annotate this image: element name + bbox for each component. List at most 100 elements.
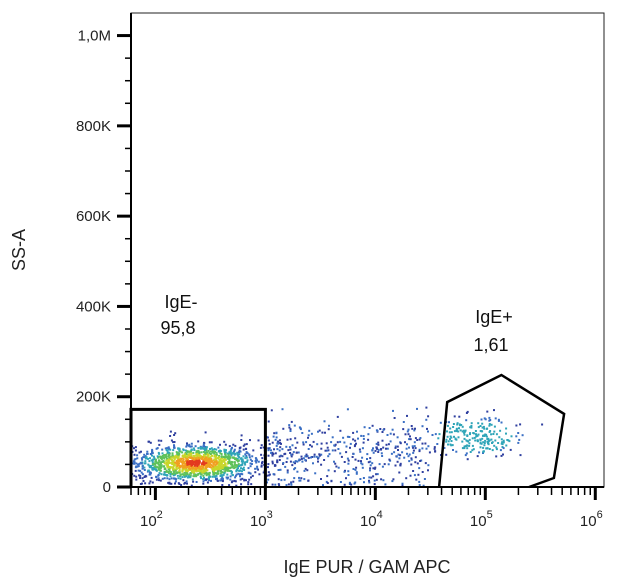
data-point <box>207 476 210 479</box>
data-point <box>184 449 187 452</box>
data-point <box>228 484 231 487</box>
data-point <box>159 469 162 472</box>
data-point <box>166 457 168 460</box>
data-point <box>488 448 491 450</box>
data-point <box>230 466 232 469</box>
data-point <box>362 477 365 479</box>
data-point <box>149 457 151 460</box>
data-point <box>491 449 494 452</box>
gate-ige-pos[interactable] <box>437 373 566 489</box>
data-point <box>200 471 203 474</box>
data-point <box>186 482 188 485</box>
data-point <box>452 423 455 425</box>
data-point <box>213 452 216 455</box>
data-point <box>471 449 474 452</box>
data-point <box>176 459 179 462</box>
data-point <box>167 455 170 458</box>
data-point <box>146 450 149 453</box>
data-point <box>164 455 167 458</box>
data-point <box>144 482 147 485</box>
data-point <box>133 458 136 461</box>
data-point <box>203 441 206 444</box>
data-point <box>229 461 232 464</box>
data-point <box>223 472 226 475</box>
data-point <box>181 463 184 466</box>
data-point <box>456 423 459 426</box>
data-point <box>249 465 252 468</box>
data-point <box>218 466 221 469</box>
data-point <box>324 431 326 434</box>
data-point <box>352 431 355 434</box>
data-point <box>171 452 174 455</box>
data-point <box>321 431 324 434</box>
data-point <box>169 458 172 461</box>
data-point <box>151 481 154 484</box>
data-point <box>223 440 226 443</box>
data-point <box>541 423 544 426</box>
data-point <box>220 479 223 482</box>
data-point <box>327 449 330 452</box>
data-point <box>170 439 173 442</box>
data-point <box>156 462 159 465</box>
data-point <box>331 449 334 452</box>
data-point <box>147 457 149 460</box>
data-point <box>320 442 323 445</box>
data-point <box>289 430 292 432</box>
data-point <box>197 447 200 450</box>
data-point <box>224 458 227 461</box>
data-point <box>219 472 222 475</box>
data-point <box>229 451 232 454</box>
data-point <box>376 447 378 450</box>
data-point <box>151 452 154 455</box>
data-point <box>434 433 437 436</box>
data-point <box>158 468 161 471</box>
data-point <box>337 448 340 450</box>
data-point <box>468 444 471 447</box>
data-point <box>359 478 362 480</box>
data-point <box>465 412 468 414</box>
data-point <box>229 449 232 452</box>
data-point <box>209 448 211 450</box>
data-point <box>485 427 488 430</box>
data-point <box>350 483 353 486</box>
data-point <box>205 472 208 475</box>
data-point <box>431 434 434 436</box>
data-point <box>461 440 464 443</box>
data-point <box>519 454 522 457</box>
data-point <box>368 479 370 482</box>
data-point <box>169 475 172 478</box>
data-point <box>163 471 166 474</box>
data-point <box>153 466 156 469</box>
data-point <box>279 446 282 449</box>
data-point <box>340 455 343 458</box>
data-point <box>495 433 498 436</box>
data-point <box>211 449 214 451</box>
data-point <box>333 444 336 447</box>
data-point <box>168 465 171 468</box>
data-point <box>181 476 184 479</box>
data-point <box>502 439 505 442</box>
data-point <box>233 448 236 451</box>
data-point <box>210 457 213 460</box>
data-point <box>149 441 152 444</box>
data-point <box>414 461 417 464</box>
data-point <box>162 454 165 457</box>
data-point <box>202 480 205 483</box>
data-point <box>359 450 362 453</box>
data-point <box>141 473 144 476</box>
data-point <box>241 477 244 480</box>
data-point <box>290 483 293 486</box>
data-point <box>355 442 357 445</box>
data-point <box>151 448 154 451</box>
data-point <box>192 467 195 470</box>
data-point <box>167 471 170 473</box>
data-point <box>181 451 184 454</box>
data-point <box>186 476 189 479</box>
x-tick-label: 103 <box>250 509 273 530</box>
data-point <box>233 463 236 466</box>
data-point <box>166 451 169 454</box>
data-point <box>419 437 422 439</box>
data-point <box>197 462 200 465</box>
data-point <box>405 447 408 450</box>
